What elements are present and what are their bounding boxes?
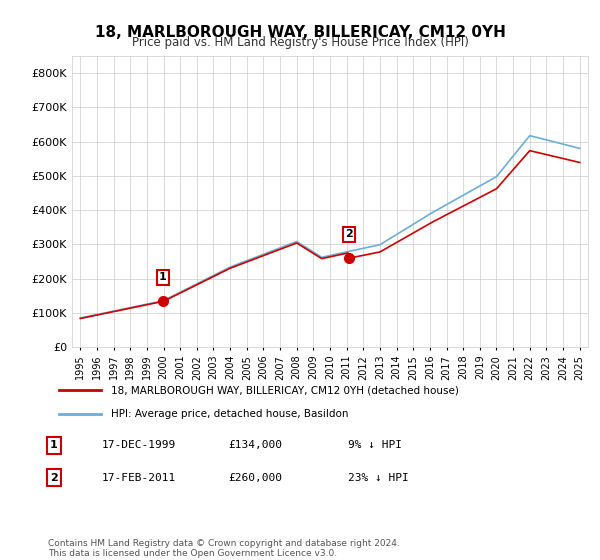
Text: Contains HM Land Registry data © Crown copyright and database right 2024.
This d: Contains HM Land Registry data © Crown c… bbox=[48, 539, 400, 558]
Text: £134,000: £134,000 bbox=[228, 440, 282, 450]
Text: 17-FEB-2011: 17-FEB-2011 bbox=[102, 473, 176, 483]
Text: Price paid vs. HM Land Registry's House Price Index (HPI): Price paid vs. HM Land Registry's House … bbox=[131, 36, 469, 49]
Text: 2: 2 bbox=[50, 473, 58, 483]
Text: £260,000: £260,000 bbox=[228, 473, 282, 483]
Text: 9% ↓ HPI: 9% ↓ HPI bbox=[348, 440, 402, 450]
Text: 17-DEC-1999: 17-DEC-1999 bbox=[102, 440, 176, 450]
Text: 18, MARLBOROUGH WAY, BILLERICAY, CM12 0YH: 18, MARLBOROUGH WAY, BILLERICAY, CM12 0Y… bbox=[95, 25, 505, 40]
Text: 18, MARLBOROUGH WAY, BILLERICAY, CM12 0YH (detached house): 18, MARLBOROUGH WAY, BILLERICAY, CM12 0Y… bbox=[112, 385, 459, 395]
Text: 1: 1 bbox=[50, 440, 58, 450]
Text: HPI: Average price, detached house, Basildon: HPI: Average price, detached house, Basi… bbox=[112, 408, 349, 418]
Text: 23% ↓ HPI: 23% ↓ HPI bbox=[348, 473, 409, 483]
Text: 1: 1 bbox=[159, 273, 167, 282]
Text: 2: 2 bbox=[345, 229, 353, 239]
